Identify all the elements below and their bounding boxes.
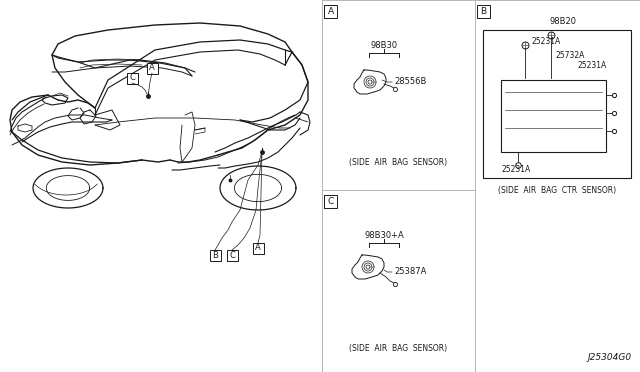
- Bar: [477, 5, 490, 18]
- Bar: [253, 243, 264, 253]
- Text: J25304G0: J25304G0: [588, 353, 632, 362]
- Bar: [209, 250, 221, 260]
- Bar: [147, 62, 157, 74]
- Text: 25231A: 25231A: [531, 38, 560, 46]
- Text: 25387A: 25387A: [394, 267, 426, 276]
- Text: (SIDE  AIR  BAG  CTR  SENSOR): (SIDE AIR BAG CTR SENSOR): [498, 186, 616, 195]
- Text: C: C: [328, 197, 333, 206]
- Text: B: B: [481, 7, 486, 16]
- Text: 98B20: 98B20: [550, 17, 577, 26]
- Bar: [324, 195, 337, 208]
- Text: (SIDE  AIR  BAG  SENSOR): (SIDE AIR BAG SENSOR): [349, 343, 447, 353]
- Text: 25231A: 25231A: [501, 166, 531, 174]
- Text: 28556B: 28556B: [394, 77, 426, 87]
- Bar: [501, 80, 606, 152]
- Text: A: A: [255, 244, 261, 253]
- Bar: [127, 73, 138, 83]
- Text: 25231A: 25231A: [578, 61, 607, 70]
- Text: 98B30+A: 98B30+A: [364, 231, 404, 240]
- Bar: [324, 5, 337, 18]
- Text: C: C: [129, 74, 135, 83]
- Text: A: A: [149, 64, 155, 73]
- Text: A: A: [328, 7, 333, 16]
- Bar: [483, 30, 631, 178]
- Text: B: B: [212, 250, 218, 260]
- Bar: [227, 250, 237, 260]
- Text: (SIDE  AIR  BAG  SENSOR): (SIDE AIR BAG SENSOR): [349, 157, 447, 167]
- Text: C: C: [229, 250, 235, 260]
- Text: 25732A: 25732A: [555, 51, 584, 60]
- Text: 98B30: 98B30: [371, 41, 397, 49]
